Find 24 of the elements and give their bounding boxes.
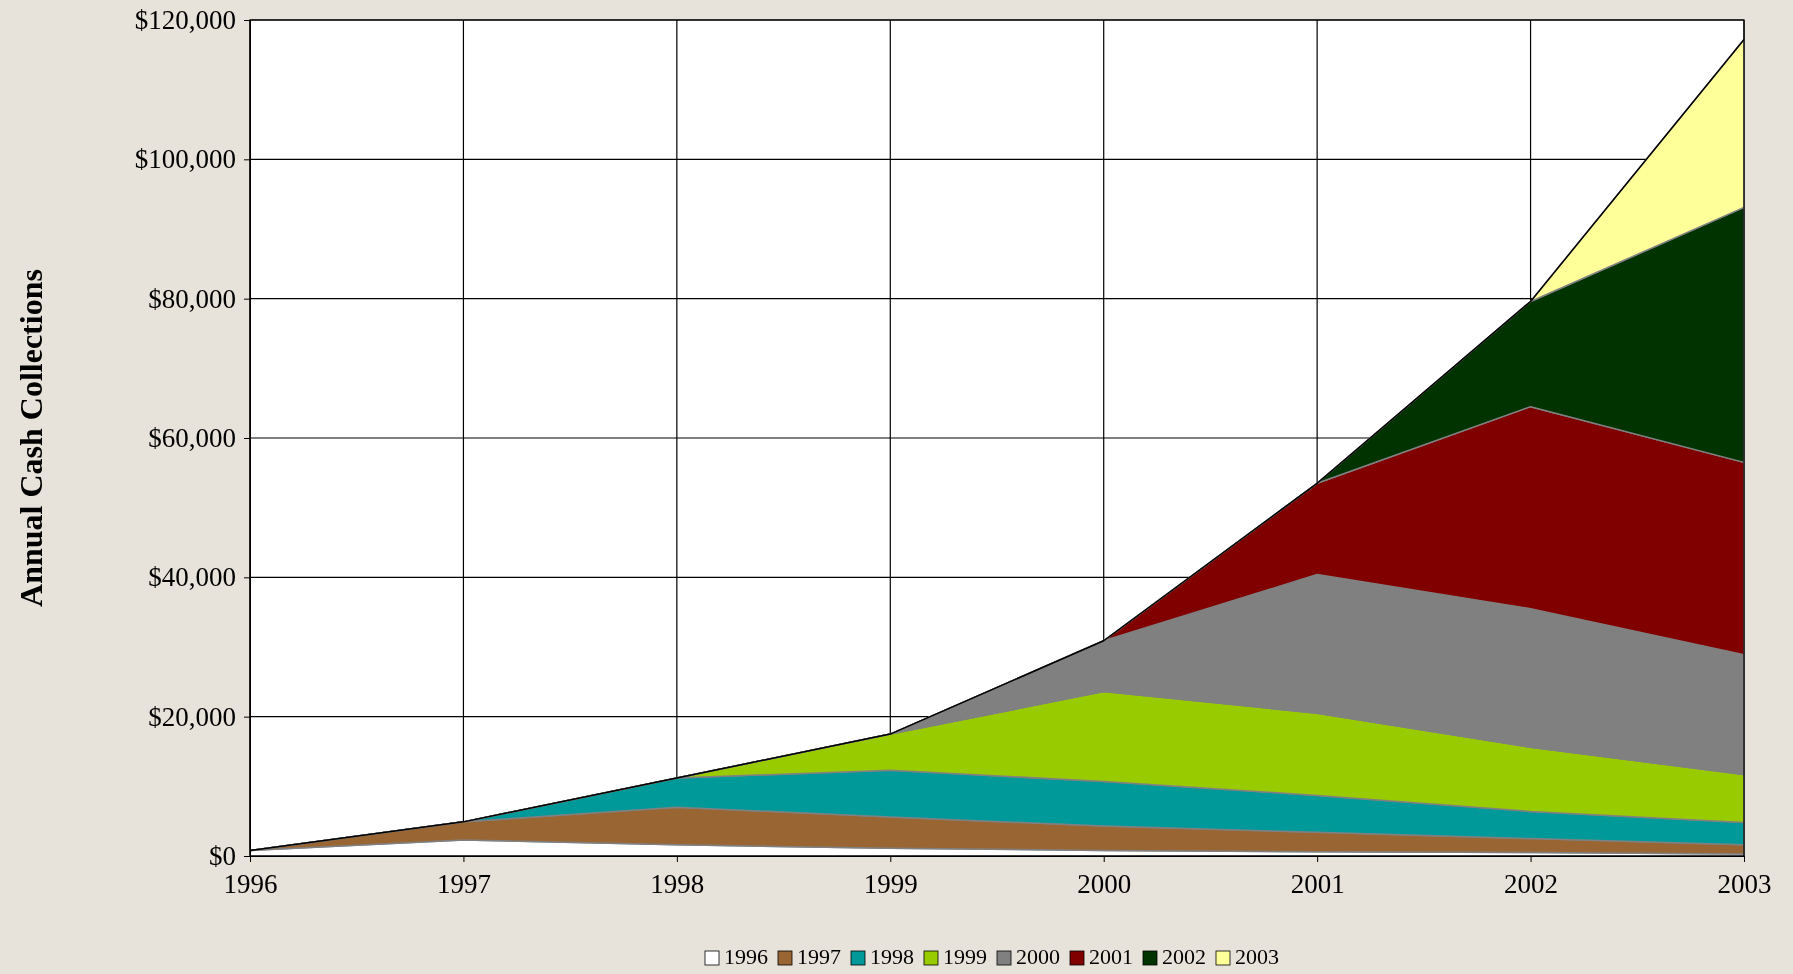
legend-label: 1998 xyxy=(870,944,914,969)
y-tick-label: $60,000 xyxy=(148,423,236,454)
legend-label: 1997 xyxy=(797,944,841,969)
y-tick-label: $100,000 xyxy=(134,144,236,175)
legend-label: 2000 xyxy=(1016,944,1060,969)
y-tick-label: $40,000 xyxy=(148,562,236,593)
legend-label: 1996 xyxy=(724,944,768,969)
x-tick-label: 2002 xyxy=(1504,869,1559,900)
x-tick-label: 2001 xyxy=(1290,869,1345,900)
y-axis-title: Annual Cash Collections xyxy=(13,269,49,607)
x-tick-label: 1997 xyxy=(436,869,491,900)
y-tick-label: $120,000 xyxy=(134,5,236,36)
x-tick-label: 1999 xyxy=(863,869,918,900)
legend-label: 2001 xyxy=(1089,944,1133,969)
x-tick-label: 1996 xyxy=(223,869,278,900)
legend-label: 1999 xyxy=(943,944,987,969)
legend-label: 2002 xyxy=(1162,944,1206,969)
legend-label: 2003 xyxy=(1235,944,1279,969)
y-tick-label: $80,000 xyxy=(148,283,236,314)
x-tick-label: 2000 xyxy=(1077,869,1132,900)
y-tick-label: $20,000 xyxy=(148,701,236,732)
x-tick-label: 1998 xyxy=(650,869,705,900)
y-tick-label: $0 xyxy=(209,841,236,872)
x-tick-label: 2003 xyxy=(1717,869,1772,900)
